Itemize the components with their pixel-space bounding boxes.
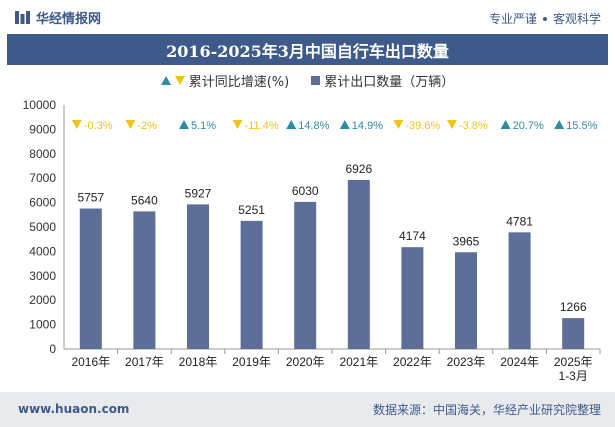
growth-down-marker [125,120,136,129]
growth-down-marker [393,120,404,129]
x-tick-label: 1-3月 [559,369,588,383]
triangle-down-icon [174,76,185,85]
y-tick-label: 6000 [29,196,56,210]
chart-plot: 0 1000 2000 3000 4000 5000 6000 7000 8000 9000 100… [23,98,601,383]
growth-down-marker [232,120,243,129]
x-tick-label: 2019年 [232,355,271,369]
growth-label: -0.3% [84,120,113,132]
footer-website[interactable]: www.huaon.com [18,402,130,416]
growth-label: -11.4% [245,120,279,132]
bar-value-label: 5927 [185,186,212,200]
growth-up-marker [339,120,350,129]
growth-down-marker [71,120,82,129]
x-tick-label: 2017年 [125,355,164,369]
bar-value-label: 1266 [560,300,587,314]
growth-label: 15.5% [566,120,597,132]
tagline-1: 专业严谨 [488,12,537,26]
y-tick-label: 3000 [29,269,56,283]
growth-down-marker [447,120,457,129]
x-tick-label: 2023年 [447,355,486,369]
growth-up-marker [286,120,297,129]
y-tick-label: 2000 [29,293,56,307]
bar [347,180,370,349]
bar-value-label: 5640 [131,193,158,207]
y-tick-label: 7000 [29,171,56,185]
tagline: 专业严谨 客观科学 [489,10,601,27]
x-tick-label: 2020年 [286,355,325,369]
bar-value-label: 3965 [453,234,480,248]
tagline-2: 客观科学 [552,12,601,26]
growth-label: 5.1% [191,120,216,132]
growth-up-marker [179,120,189,129]
growth-label: -39.6% [405,120,440,132]
y-tick-label: 5000 [29,220,56,234]
bar [401,247,424,349]
y-tick-label: 4000 [29,244,56,258]
x-tick-label: 2025年 [554,355,593,369]
y-tick-label: 10000 [23,98,57,112]
bar-value-label: 4174 [399,229,426,243]
bar [240,220,263,349]
x-tick-label: 2022年 [393,355,432,369]
triangle-up-icon [160,76,171,85]
bar [187,204,209,349]
legend-growth-label: 累计同比增速(%) [188,75,290,90]
bar [508,232,531,349]
legend-growth: 累计同比增速(%) [160,71,290,90]
chart-legend: 累计同比增速(%) 累计出口数量（万辆） [0,71,615,90]
bar [455,252,477,349]
legend-quantity: 累计出口数量（万辆） [311,71,454,90]
x-tick-label: 2024年 [500,355,539,369]
chart-title: 2016-2025年3月中国自行车出口数量 [7,34,608,65]
footer-source: 数据来源：中国海关，华经产业研究院整理 [372,403,601,417]
y-tick-label: 1000 [29,318,56,332]
y-tick-label: 0 [49,342,56,356]
growth-label: 14.9% [352,120,383,132]
bar [562,318,585,349]
bar [79,208,102,349]
square-icon [311,76,321,85]
y-tick-label: 8000 [29,147,56,161]
brand-name: 华经情报网 [36,12,102,27]
bar-value-label: 5757 [77,191,104,205]
brand-logo-icon [15,11,30,24]
bar-value-label: 4781 [506,214,533,228]
growth-up-marker [554,120,565,129]
growth-label: -2% [137,120,157,132]
top-bar: 华经情报网 专业严谨 客观科学 [0,0,615,34]
bar-value-label: 6030 [292,184,319,198]
growth-label: 14.8% [298,120,329,132]
growth-label: -3.8% [459,120,488,132]
bar [294,201,317,349]
growth-up-marker [500,120,511,129]
bar-value-label: 5251 [238,203,265,217]
x-tick-label: 2018年 [179,355,218,369]
brand-logo[interactable]: 华经情报网 [14,8,101,27]
y-tick-label: 9000 [29,122,56,136]
footer: www.huaon.com 数据来源：中国海关，华经产业研究院整理 [0,392,615,427]
legend-quantity-label: 累计出口数量（万辆） [324,75,455,90]
tagline-dot [542,16,547,21]
x-tick-label: 2021年 [339,355,378,369]
x-tick-label: 2016年 [71,355,110,369]
bar [133,211,156,349]
bar-value-label: 6926 [345,162,372,176]
growth-label: 20.7% [513,120,544,132]
